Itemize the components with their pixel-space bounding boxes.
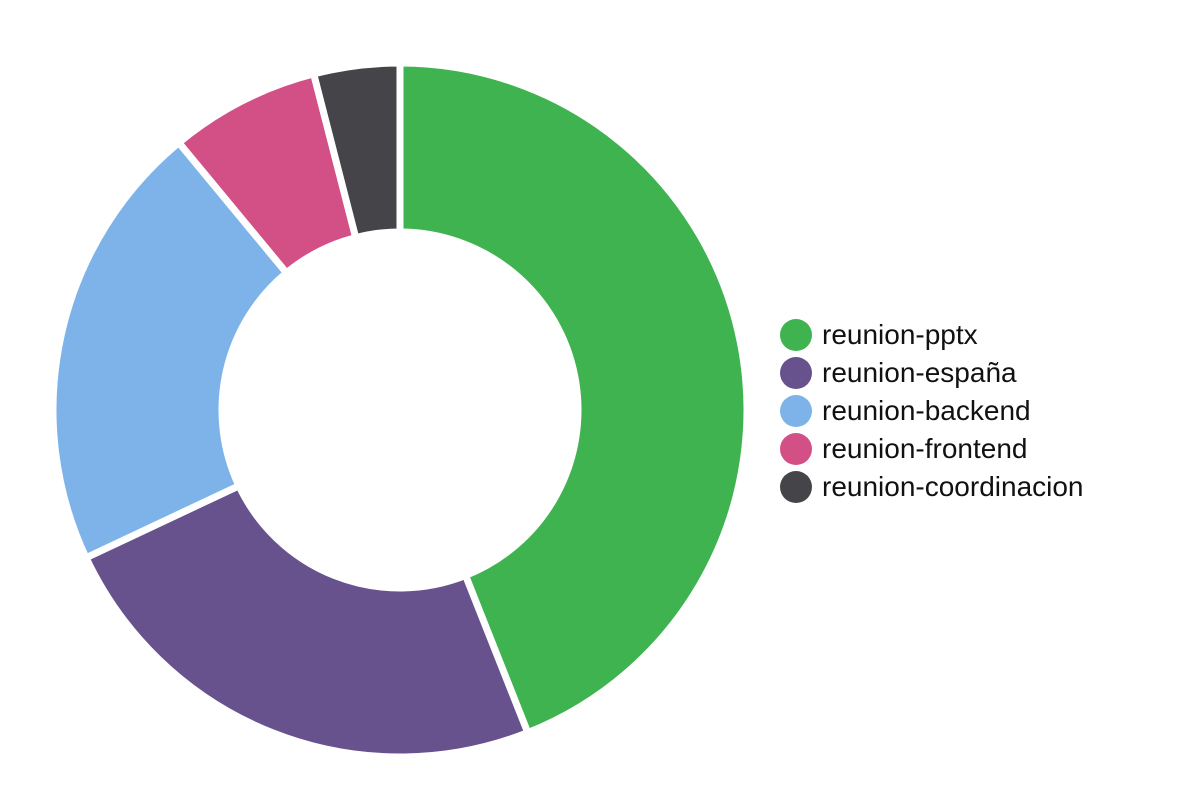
- legend-label: reunion-pptx: [822, 319, 978, 350]
- legend-swatch: [780, 319, 812, 351]
- legend-swatch: [780, 357, 812, 389]
- legend-label: reunion-coordinacion: [822, 471, 1084, 502]
- legend-item: reunion-frontend: [780, 430, 1084, 468]
- legend-label: reunion-españa: [822, 357, 1017, 388]
- legend-label: reunion-frontend: [822, 433, 1028, 464]
- chart-legend: reunion-pptx reunion-españa reunion-backen…: [780, 316, 1084, 506]
- legend-item: reunion-pptx: [780, 316, 1084, 354]
- legend-swatch: [780, 433, 812, 465]
- donut-slice-reunion-coordinacion: [309, 59, 404, 242]
- donut-slice-reunion-backend: [49, 137, 292, 563]
- donut-slice-reunion-españa: [81, 481, 533, 761]
- donut-slice-reunion-pptx: [396, 59, 751, 738]
- legend-item: reunion-coordinacion: [780, 468, 1084, 506]
- legend-swatch: [780, 395, 812, 427]
- legend-swatch: [780, 471, 812, 503]
- legend-item: reunion-españa: [780, 354, 1084, 392]
- legend-item: reunion-backend: [780, 392, 1084, 430]
- legend-label: reunion-backend: [822, 395, 1031, 426]
